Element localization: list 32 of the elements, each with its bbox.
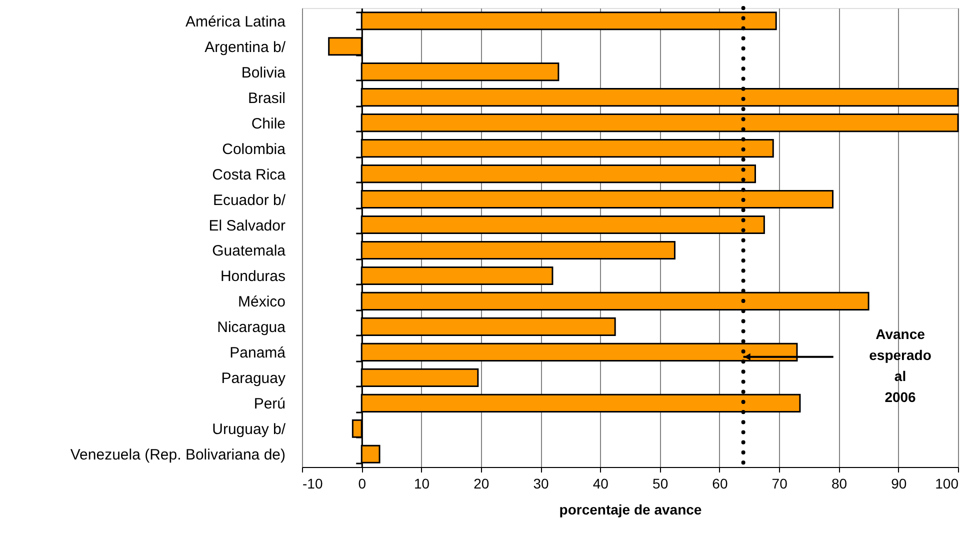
x-tick-label: 30	[533, 476, 550, 492]
y-tick-label: Brasil	[248, 90, 286, 107]
x-tick-label: 70	[772, 476, 788, 492]
annotation: Avance esperado al 2006	[869, 326, 932, 405]
y-tick-label: Venezuela (Rep. Bolivariana de)	[70, 446, 286, 464]
y-tick-label: México	[238, 294, 286, 311]
x-axis-title: porcentaje de avance	[559, 502, 702, 518]
x-tick-label: 60	[712, 476, 728, 492]
y-tick-label: Panamá	[230, 344, 286, 362]
y-tick-label: Ecuador b/	[212, 192, 286, 209]
y-tick-label: Uruguay b/	[212, 421, 286, 438]
y-tick-label: América Latina	[185, 13, 286, 30]
y-tick-label: Perú	[254, 396, 286, 413]
y-tick-label: Costa Rica	[212, 166, 286, 184]
y-tick-label: Chile	[251, 115, 286, 132]
x-tick-label: 100	[935, 476, 959, 492]
x-tick-label: -10	[302, 476, 323, 492]
y-tick-label: El Salvador	[208, 217, 286, 234]
y-tick-label: Argentina b/	[204, 38, 286, 56]
x-tick-label: 20	[474, 476, 490, 492]
y-tick-label: Honduras	[220, 268, 286, 286]
x-tick-label: 50	[652, 476, 668, 492]
x-tick-label: 80	[831, 476, 848, 492]
x-tick-label: 90	[891, 476, 907, 492]
x-tick-label: 10	[414, 476, 430, 492]
y-tick-label: Paraguay	[221, 370, 286, 388]
x-tick-label: 0	[358, 476, 366, 492]
x-tick-label: 40	[592, 476, 609, 492]
y-tick-label: Colombia	[222, 140, 286, 158]
y-tick-label: Bolivia	[241, 64, 286, 82]
y-tick-label: Guatemala	[212, 242, 286, 260]
y-tick-label: Nicaragua	[217, 319, 286, 336]
